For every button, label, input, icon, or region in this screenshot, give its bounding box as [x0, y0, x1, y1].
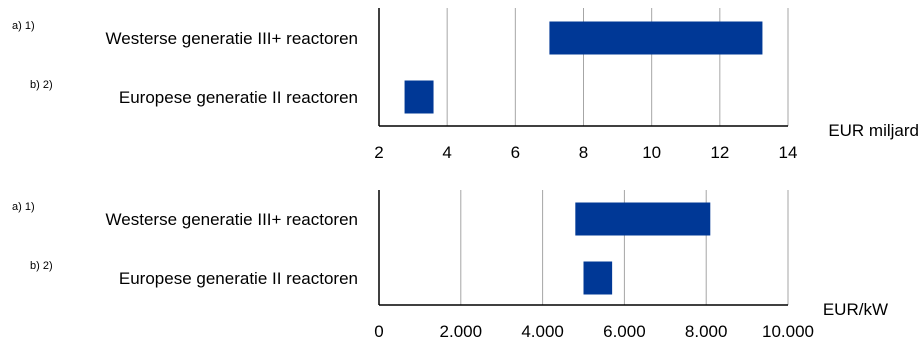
category-marker: b) 2) — [30, 79, 53, 91]
category-label: Europese generatie II reactoren — [119, 88, 358, 107]
x-tick-label: 8 — [579, 143, 588, 162]
x-axis-unit-label: EUR/kW — [823, 300, 888, 319]
category-marker: b) 2) — [30, 260, 53, 272]
x-tick-label: 2 — [374, 143, 383, 162]
x-tick-label: 4.000 — [521, 322, 564, 341]
x-tick-label: 10 — [642, 143, 661, 162]
category-marker: a) 1) — [12, 201, 35, 213]
x-tick-label: 6 — [511, 143, 520, 162]
bar-gen2 — [583, 261, 613, 295]
x-tick-label: 2.000 — [440, 322, 483, 341]
bar-gen3plus — [549, 21, 763, 55]
x-tick-label: 8.000 — [685, 322, 728, 341]
x-tick-label: 6.000 — [603, 322, 646, 341]
bar-gen3plus — [575, 202, 711, 236]
category-label: Europese generatie II reactoren — [119, 269, 358, 288]
x-tick-label: 14 — [779, 143, 798, 162]
x-tick-label: 0 — [374, 322, 383, 341]
category-marker: a) 1) — [12, 20, 35, 32]
x-tick-label: 4 — [442, 143, 451, 162]
category-label: Westerse generatie III+ reactoren — [106, 29, 358, 48]
category-label: Westerse generatie III+ reactoren — [106, 210, 358, 229]
x-axis-unit-label: EUR miljard — [828, 121, 919, 140]
x-tick-label: 12 — [710, 143, 729, 162]
bar-gen2 — [404, 80, 434, 114]
x-tick-label: 10.000 — [762, 322, 814, 341]
